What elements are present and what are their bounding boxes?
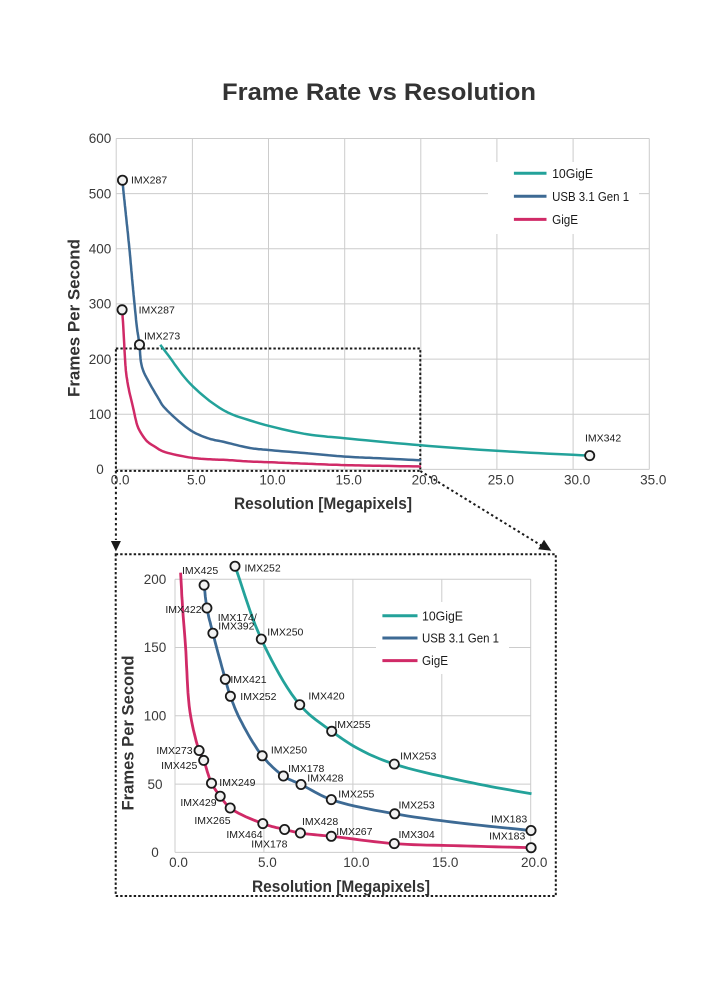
svg-text:Frames Per Second: Frames Per Second: [64, 239, 83, 397]
svg-text:20.0: 20.0: [521, 855, 547, 870]
svg-text:IMX255: IMX255: [334, 719, 370, 731]
svg-text:10.0: 10.0: [259, 473, 285, 488]
svg-text:IMX273: IMX273: [156, 745, 192, 757]
svg-text:5.0: 5.0: [187, 473, 206, 488]
svg-text:300: 300: [89, 297, 112, 312]
svg-text:10GigE: 10GigE: [552, 166, 593, 181]
svg-text:IMX183: IMX183: [489, 831, 525, 843]
svg-text:IMX304: IMX304: [399, 829, 435, 841]
svg-text:IMX265: IMX265: [194, 815, 230, 827]
svg-text:USB 3.1 Gen 1: USB 3.1 Gen 1: [552, 189, 629, 204]
svg-text:IMX249: IMX249: [219, 777, 255, 789]
svg-text:600: 600: [89, 131, 112, 146]
svg-text:IMX342: IMX342: [585, 433, 621, 445]
svg-text:IMX253: IMX253: [400, 750, 436, 762]
svg-text:10.0: 10.0: [343, 855, 369, 870]
svg-text:10GigE: 10GigE: [422, 608, 463, 623]
svg-text:200: 200: [89, 352, 112, 367]
svg-text:100: 100: [144, 709, 167, 724]
svg-text:GigE: GigE: [422, 653, 448, 668]
svg-text:5.0: 5.0: [258, 855, 277, 870]
svg-text:IMX428: IMX428: [302, 816, 338, 828]
svg-text:25.0: 25.0: [488, 473, 514, 488]
svg-text:500: 500: [89, 186, 112, 201]
svg-text:IMX422: IMX422: [165, 604, 201, 616]
svg-text:400: 400: [89, 242, 112, 257]
svg-text:0.0: 0.0: [111, 473, 130, 488]
svg-text:IMX428: IMX428: [307, 772, 343, 784]
svg-text:IMX464: IMX464: [226, 829, 262, 841]
svg-text:USB 3.1 Gen 1: USB 3.1 Gen 1: [422, 631, 499, 646]
svg-text:IMX392: IMX392: [218, 621, 254, 633]
svg-text:50: 50: [147, 777, 162, 792]
svg-text:IMX253: IMX253: [399, 799, 435, 811]
svg-text:IMX174/: IMX174/: [218, 612, 257, 624]
svg-text:200: 200: [144, 572, 167, 587]
svg-text:35.0: 35.0: [640, 473, 666, 488]
svg-text:IMX421: IMX421: [230, 674, 266, 686]
svg-text:20.0: 20.0: [412, 473, 438, 488]
svg-text:IMX287: IMX287: [131, 175, 167, 187]
svg-text:30.0: 30.0: [564, 473, 590, 488]
svg-text:IMX255: IMX255: [338, 789, 374, 801]
svg-text:IMX252: IMX252: [240, 691, 276, 703]
svg-text:IMX287: IMX287: [139, 304, 175, 316]
svg-text:IMX425: IMX425: [161, 760, 197, 772]
svg-text:IMX178: IMX178: [251, 839, 287, 851]
svg-text:IMX273: IMX273: [144, 330, 180, 342]
svg-text:IMX178: IMX178: [288, 763, 324, 775]
svg-text:150: 150: [144, 640, 167, 655]
svg-text:Frames Per Second: Frames Per Second: [119, 656, 138, 811]
svg-text:IMX250: IMX250: [271, 744, 307, 756]
svg-text:IMX425: IMX425: [182, 565, 218, 577]
svg-text:IMX267: IMX267: [336, 826, 372, 838]
svg-text:Frame Rate vs Resolution: Frame Rate vs Resolution: [222, 79, 536, 106]
svg-text:Resolution [Megapixels]: Resolution [Megapixels]: [234, 494, 412, 513]
svg-text:15.0: 15.0: [432, 855, 458, 870]
svg-text:15.0: 15.0: [336, 473, 362, 488]
svg-text:0: 0: [96, 462, 104, 477]
svg-text:IMX252: IMX252: [245, 563, 281, 575]
svg-text:GigE: GigE: [552, 212, 578, 227]
svg-text:IMX250: IMX250: [267, 627, 303, 639]
svg-text:0.0: 0.0: [169, 855, 188, 870]
svg-text:IMX183: IMX183: [491, 813, 527, 825]
svg-text:IMX429: IMX429: [180, 797, 216, 809]
svg-text:100: 100: [89, 407, 112, 422]
svg-text:0: 0: [151, 845, 159, 860]
svg-text:IMX420: IMX420: [308, 690, 344, 702]
svg-text:Resolution [Megapixels]: Resolution [Megapixels]: [252, 877, 430, 896]
